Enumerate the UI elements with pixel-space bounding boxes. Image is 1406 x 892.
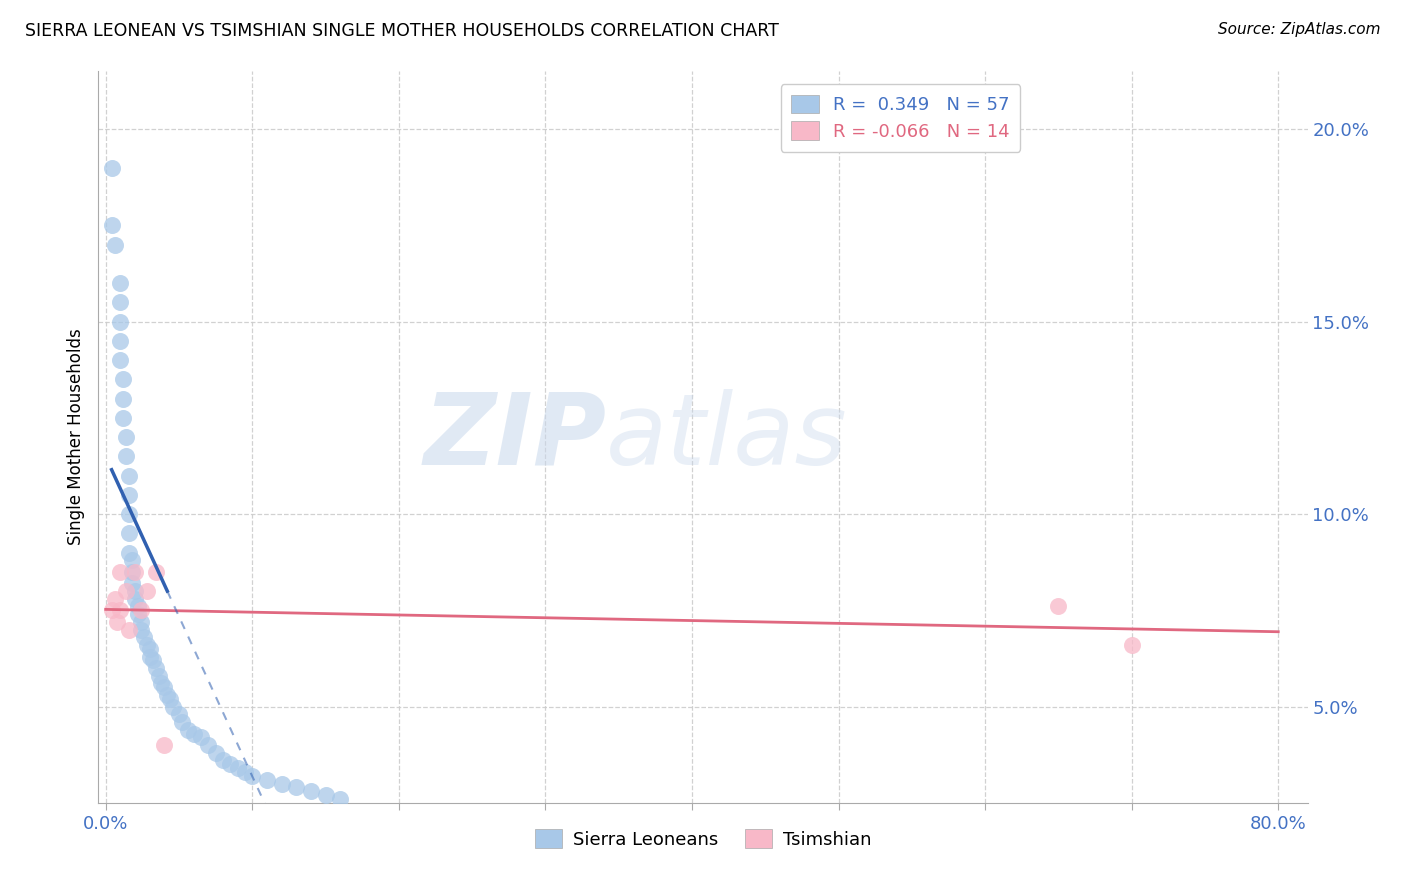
Point	[121, 553, 143, 567]
Point	[153, 738, 176, 752]
Point	[115, 584, 138, 599]
Point	[132, 630, 155, 644]
Point	[118, 623, 141, 637]
Point	[315, 788, 337, 802]
Point	[145, 661, 167, 675]
Point	[110, 334, 132, 348]
Point	[110, 295, 132, 310]
Point	[170, 714, 193, 729]
Point	[190, 731, 212, 745]
Point	[118, 526, 141, 541]
Point	[299, 784, 322, 798]
Point	[124, 565, 146, 579]
Point	[135, 638, 157, 652]
Point	[110, 565, 132, 579]
Point	[110, 276, 132, 290]
Text: SIERRA LEONEAN VS TSIMSHIAN SINGLE MOTHER HOUSEHOLDS CORRELATION CHART: SIERRA LEONEAN VS TSIMSHIAN SINGLE MOTHE…	[25, 22, 779, 40]
Point	[100, 603, 122, 617]
Point	[100, 219, 122, 233]
Point	[110, 353, 132, 368]
Point	[204, 746, 226, 760]
Point	[156, 688, 179, 702]
Point	[103, 237, 125, 252]
Point	[226, 761, 249, 775]
Point	[110, 603, 132, 617]
Text: Source: ZipAtlas.com: Source: ZipAtlas.com	[1218, 22, 1381, 37]
Point	[219, 757, 242, 772]
Text: atlas: atlas	[606, 389, 848, 485]
Point	[107, 615, 129, 629]
Point	[256, 772, 278, 787]
Point	[153, 681, 176, 695]
Y-axis label: Single Mother Households: Single Mother Households	[66, 329, 84, 545]
Point	[145, 565, 167, 579]
Point	[129, 603, 152, 617]
Point	[212, 754, 235, 768]
Point	[127, 599, 149, 614]
Point	[150, 676, 173, 690]
Point	[183, 726, 205, 740]
Point	[103, 591, 125, 606]
Point	[240, 769, 263, 783]
Point	[167, 707, 190, 722]
Point	[121, 565, 143, 579]
Point	[135, 584, 157, 599]
Point	[124, 584, 146, 599]
Point	[115, 450, 138, 464]
Point	[118, 507, 141, 521]
Point	[285, 780, 308, 795]
Point	[148, 669, 170, 683]
Point	[129, 623, 152, 637]
Point	[110, 315, 132, 329]
Point	[138, 649, 160, 664]
Point	[329, 792, 352, 806]
Point	[127, 607, 149, 622]
Point	[138, 641, 160, 656]
Point	[100, 161, 122, 175]
Point	[197, 738, 219, 752]
Text: ZIP: ZIP	[423, 389, 606, 485]
Point	[129, 615, 152, 629]
Point	[118, 545, 141, 559]
Point	[124, 591, 146, 606]
Point	[121, 576, 143, 591]
Point	[142, 653, 165, 667]
Point	[1121, 638, 1143, 652]
Point	[233, 764, 256, 779]
Legend: Sierra Leoneans, Tsimshian: Sierra Leoneans, Tsimshian	[527, 822, 879, 856]
Point	[112, 410, 135, 425]
Point	[115, 430, 138, 444]
Point	[177, 723, 200, 737]
Point	[118, 488, 141, 502]
Point	[162, 699, 184, 714]
Point	[1047, 599, 1070, 614]
Point	[270, 776, 292, 790]
Point	[118, 468, 141, 483]
Point	[112, 372, 135, 386]
Point	[159, 691, 181, 706]
Point	[112, 392, 135, 406]
